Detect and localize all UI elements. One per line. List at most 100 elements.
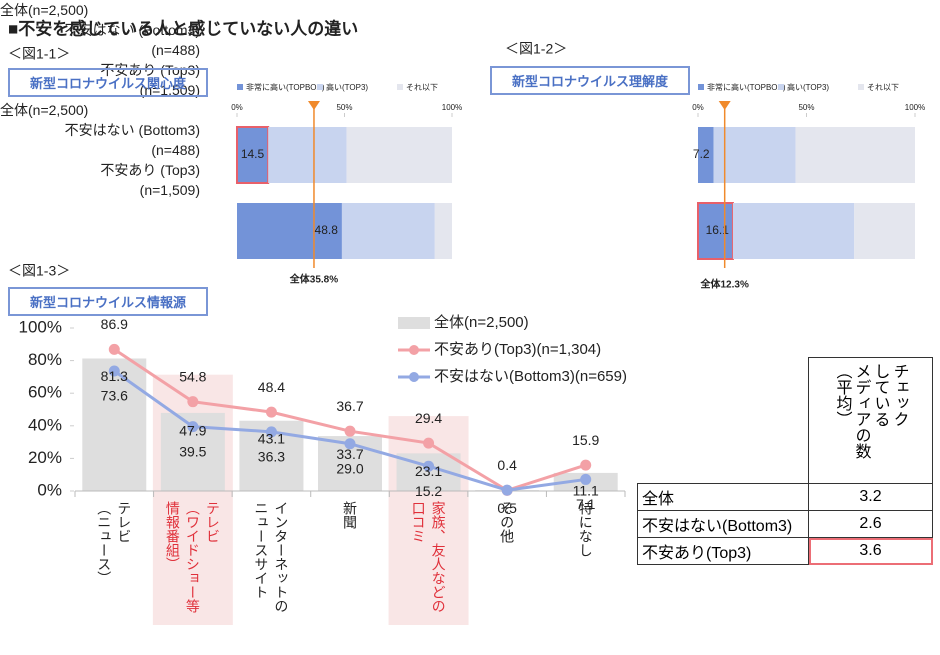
x-tick-label: 100% (442, 103, 462, 112)
label-cell: 全体 (637, 483, 809, 511)
legend-label: 不安はない(Bottom3)(n=659) (434, 368, 627, 385)
line-point (423, 437, 435, 449)
x-tick-label: 50% (336, 103, 352, 112)
legend-swatch (778, 84, 784, 90)
data-label: 14.5 (241, 147, 265, 161)
bar-segment (854, 203, 915, 259)
data-label: 33.7 (336, 446, 363, 462)
legend-label: 全体(n=2,500) (434, 313, 529, 331)
bar (82, 358, 147, 491)
data-label: 86.9 (101, 316, 128, 332)
data-label: 0.4 (497, 457, 517, 473)
overall-marker (307, 101, 320, 110)
data-label: 39.5 (179, 443, 206, 459)
highlight-band (388, 416, 469, 625)
y-tick-label: 20% (28, 448, 62, 467)
x-tick-label: 0% (231, 103, 243, 112)
category-label: 不安はない (Bottom3) (n=488) (64, 22, 200, 58)
header-cell: チェック している メディアの数 （平均） (808, 357, 933, 484)
media-table: チェック している メディアの数 （平均） 全体 3.2 不安はない(Bottom3… (637, 357, 933, 565)
value-cell: 2.6 (808, 510, 933, 538)
line-point (501, 484, 513, 496)
page-title: ■不安を感じている人と感じていない人の違い (8, 18, 358, 38)
category-wrap: その他 (467, 501, 547, 543)
bar-segment (713, 127, 796, 183)
data-label: 48.4 (258, 379, 285, 395)
chart-title: 新型コロナウイルス理解度 (490, 66, 690, 95)
line-point (187, 396, 199, 408)
data-label: 23.1 (415, 463, 442, 479)
table-header-row: チェック している メディアの数 （平均） (638, 357, 933, 484)
legend-swatch (237, 84, 243, 90)
line-point (265, 426, 277, 438)
legend-swatch (698, 84, 704, 90)
data-label: 48.8 (315, 223, 339, 237)
x-tick-label: 100% (905, 103, 925, 112)
category-label: 特になし (577, 501, 594, 557)
category-label: 不安はない (Bottom3) (n=488) (64, 122, 200, 158)
category-label: テレビ （ニュース） (96, 501, 133, 585)
data-label: 73.6 (101, 388, 128, 404)
category-label: 家族、友人などの 口コミ (410, 501, 447, 613)
data-label: 43.1 (258, 430, 285, 446)
line-point (580, 459, 592, 471)
table-row: 全体 3.2 (637, 483, 933, 511)
value-cell: 3.2 (808, 483, 933, 511)
category-wrap: 家族、友人などの 口コミ (389, 501, 469, 613)
data-label: 29.0 (336, 460, 363, 476)
category-wrap: 特になし (546, 501, 626, 557)
data-label: 54.8 (179, 368, 206, 384)
overall-label: 全体12.3% (700, 278, 749, 291)
legend-label: 高い(TOP3) (326, 82, 368, 92)
bar-segment (268, 127, 347, 183)
x-tick-label: 50% (798, 103, 814, 112)
y-tick-label: 40% (28, 415, 62, 434)
legend-swatch (398, 317, 430, 329)
bar-segment (697, 202, 734, 260)
category-label: 不安あり (Top3) (n=1,509) (100, 162, 200, 198)
data-label: 29.4 (415, 410, 442, 426)
legend-label: それ以下 (867, 83, 899, 92)
legend-swatch (409, 372, 419, 382)
legend-label: 非常に高い(TOPBOX) (707, 82, 786, 92)
bar-segment (346, 127, 452, 183)
data-label: 7.2 (693, 147, 710, 161)
y-tick-label: 60% (28, 383, 62, 402)
legend-label: 高い(TOP3) (787, 82, 829, 92)
category-wrap: テレビ （ニュース） (74, 501, 154, 585)
figure-label: ＜図1-2＞ (505, 41, 567, 57)
category-wrap: インターネットの ニュースサイト (231, 501, 311, 613)
data-label: 15.2 (415, 483, 442, 499)
data-label: 36.7 (336, 398, 363, 414)
category-label: インターネットの ニュースサイト (253, 501, 290, 613)
data-label: 81.3 (101, 368, 128, 384)
label-cell: 不安あり(Top3) (637, 537, 809, 565)
line-point (344, 425, 356, 437)
header-text: チェック している メディアの数 （平均） (833, 363, 909, 478)
bar-segment (795, 127, 915, 183)
category-label: 不安あり (Top3) (n=1,509) (100, 62, 200, 98)
line-point (423, 460, 435, 472)
legend-label: それ以下 (406, 83, 438, 92)
value-cell: 3.6 (808, 537, 933, 565)
chart-title: 新型コロナウイルス情報源 (8, 287, 208, 316)
bar-segment (732, 203, 855, 259)
legend-label: 不安あり(Top3)(n=1,304) (434, 341, 601, 358)
line-point (344, 438, 356, 450)
line-point (187, 421, 199, 433)
header-line: している (871, 363, 889, 427)
bar-segment (698, 127, 714, 183)
category-label: 全体(n=2,500) (0, 102, 89, 118)
overall-marker (718, 101, 731, 110)
data-label: 36.3 (258, 449, 285, 465)
legend-swatch (317, 84, 323, 90)
data-label: 0.5 (497, 500, 517, 516)
header-line: （平均） (833, 363, 851, 427)
line-point (265, 406, 277, 418)
category-wrap: テレビ （ワイドショー等 情報番組） (153, 501, 233, 613)
chart-title: 新型コロナウイルス関心度 (8, 68, 208, 97)
header-line: チェック (890, 363, 908, 427)
table-row: 不安はない(Bottom3) 2.6 (637, 510, 933, 538)
y-tick-label: 80% (28, 350, 62, 369)
